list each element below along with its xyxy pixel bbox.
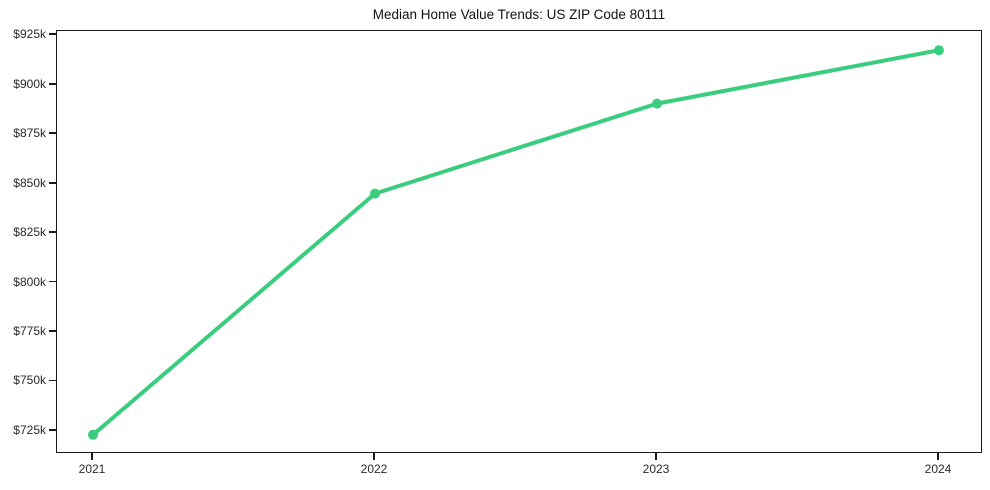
y-tick-label: $800k — [13, 274, 46, 289]
y-tick-label: $725k — [13, 422, 46, 437]
y-tick-mark — [49, 379, 56, 382]
y-tick-mark — [49, 181, 56, 184]
y-tick-mark — [49, 280, 56, 283]
x-tick-mark — [937, 453, 939, 460]
y-tick-mark — [49, 428, 56, 431]
chart-title: Median Home Value Trends: US ZIP Code 80… — [372, 7, 666, 22]
y-tick-mark — [49, 82, 56, 85]
y-tick-label: $875k — [13, 126, 46, 141]
data-point-marker — [934, 45, 944, 56]
y-tick-mark — [49, 132, 56, 135]
x-tick-label: 2024 — [924, 462, 952, 476]
data-point-marker — [652, 98, 662, 109]
y-tick-label: $925k — [13, 27, 46, 42]
x-tick-mark — [373, 453, 375, 460]
plot-area — [56, 30, 982, 453]
y-tick-label: $850k — [13, 175, 46, 190]
y-tick-label: $750k — [13, 373, 46, 388]
data-point-marker — [370, 188, 380, 199]
x-tick-label: 2022 — [360, 462, 388, 476]
trend-line — [91, 48, 941, 437]
y-tick-label: $900k — [13, 76, 46, 91]
x-tick-label: 2023 — [642, 462, 670, 476]
y-tick-mark — [49, 231, 56, 233]
line-series-canvas — [88, 45, 944, 440]
y-tick-mark — [49, 330, 56, 332]
y-tick-mark — [49, 33, 56, 36]
x-tick-mark — [91, 453, 93, 460]
x-tick-label: 2021 — [78, 462, 106, 476]
y-tick-label: $775k — [13, 323, 46, 338]
data-point-marker — [88, 429, 98, 440]
x-tick-mark — [655, 453, 657, 460]
y-tick-label: $825k — [13, 225, 46, 240]
